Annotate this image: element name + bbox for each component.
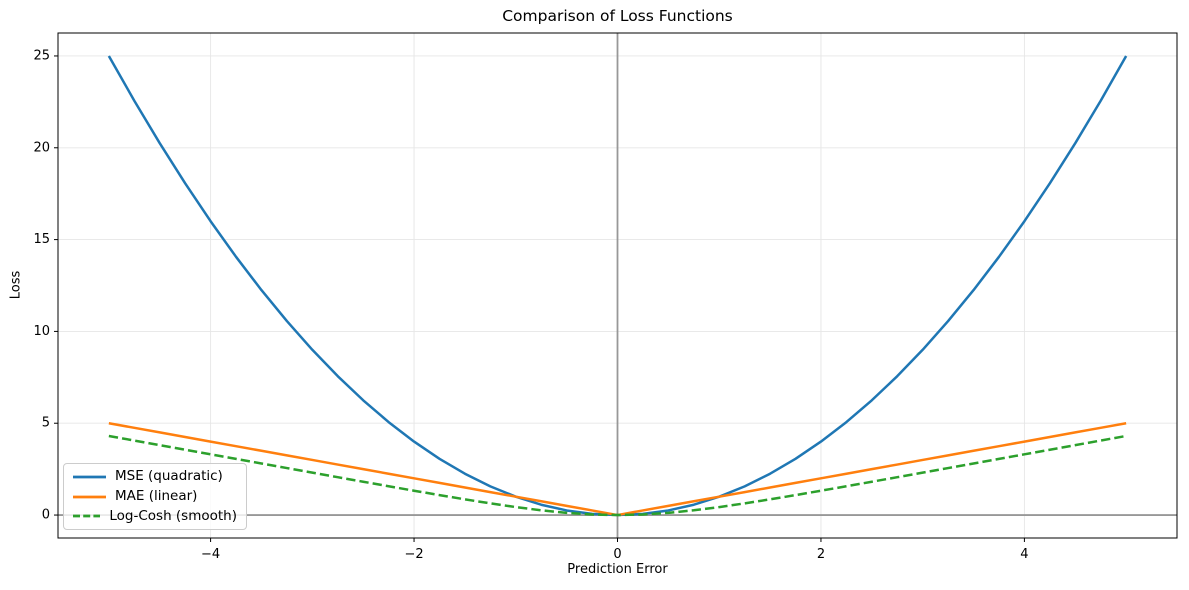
y-tick-label: 5 [42, 416, 50, 431]
y-tick-label: 0 [42, 508, 50, 523]
y-tick-label: 20 [33, 140, 50, 155]
y-axis-label: Loss [8, 270, 24, 300]
legend-item: Log-Cosh (smooth) [73, 507, 237, 524]
legend-label: MSE (quadratic) [115, 468, 223, 484]
x-tick-label: 0 [613, 547, 621, 562]
legend-swatch-line [73, 475, 106, 479]
x-tick-label: −2 [404, 547, 423, 562]
series-line-log-cosh-smooth [108, 434, 1127, 517]
y-tick-label: 25 [33, 48, 50, 63]
legend: MSE (quadratic) MAE (linear) Log-Cosh (smo… [63, 463, 247, 530]
legend-label: MAE (linear) [115, 487, 198, 504]
y-tick-label: 10 [33, 324, 50, 339]
legend-label: Log-Cosh (smooth) [109, 507, 237, 524]
legend-item: MAE (linear) [73, 487, 237, 504]
x-tick-label: −4 [201, 547, 220, 562]
chart-title: Comparison of Loss Functions [502, 7, 733, 25]
legend-item: MSE (quadratic) [73, 468, 237, 484]
x-tick-label: 2 [817, 547, 825, 562]
x-axis-label: Prediction Error [567, 562, 668, 577]
x-tick-label: 4 [1020, 547, 1028, 562]
legend-swatch-line [73, 514, 101, 518]
y-tick-label: 15 [33, 232, 50, 247]
legend-swatch-line [73, 495, 106, 498]
